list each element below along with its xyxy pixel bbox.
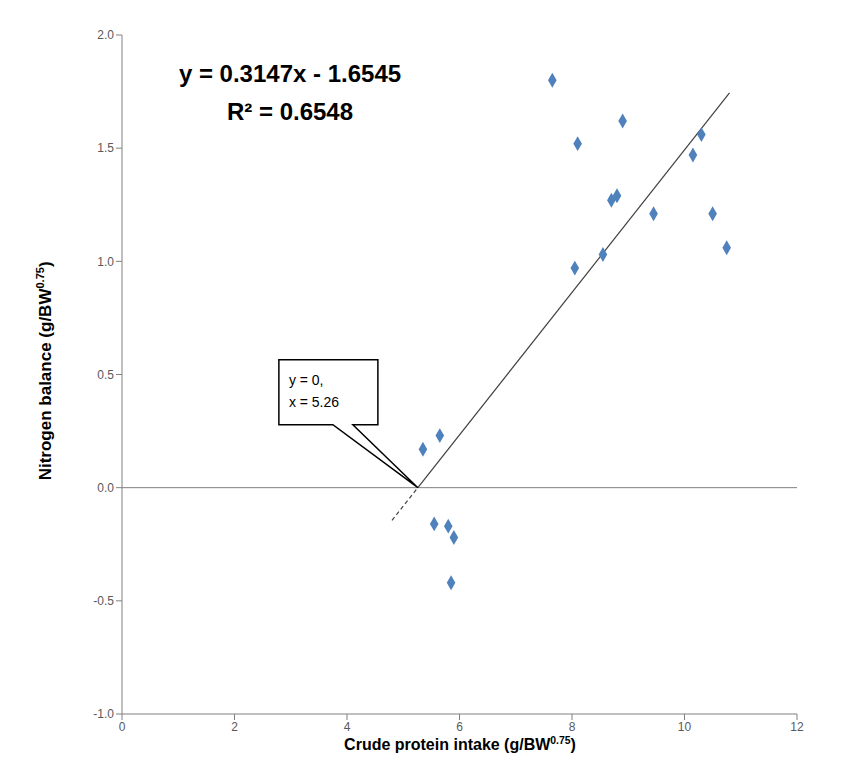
svg-text:8: 8 (569, 720, 576, 734)
svg-text:1.0: 1.0 (97, 255, 114, 269)
svg-text:10: 10 (678, 720, 692, 734)
html-text:0.75: 0.75 (34, 267, 47, 289)
svg-text:4: 4 (344, 720, 351, 734)
html-text:Nitrogen balance (g/BW: Nitrogen balance (g/BW (35, 288, 55, 481)
svg-text:y = 0,: y = 0, (289, 372, 324, 388)
svg-text:1.5: 1.5 (97, 141, 114, 155)
html-text:R² = 0.6548: R² = 0.6548 (227, 98, 353, 125)
svg-text:2.0: 2.0 (97, 28, 114, 42)
svg-text:-1.0: -1.0 (93, 707, 114, 721)
svg-text:6: 6 (456, 720, 463, 734)
svg-text:0.0: 0.0 (97, 481, 114, 495)
svg-text:x = 5.26: x = 5.26 (289, 394, 339, 410)
html-text:Crude protein intake (g/BW0.75: Crude protein intake (g/BW0.75) (344, 735, 576, 754)
svg-text:0: 0 (119, 720, 126, 734)
svg-text:2: 2 (231, 720, 238, 734)
svg-text:12: 12 (790, 720, 804, 734)
html-text:y = 0.3147x - 1.6545: y = 0.3147x - 1.6545 (178, 60, 402, 87)
svg-text:-0.5: -0.5 (93, 594, 114, 608)
svg-text:0.5: 0.5 (97, 368, 114, 382)
